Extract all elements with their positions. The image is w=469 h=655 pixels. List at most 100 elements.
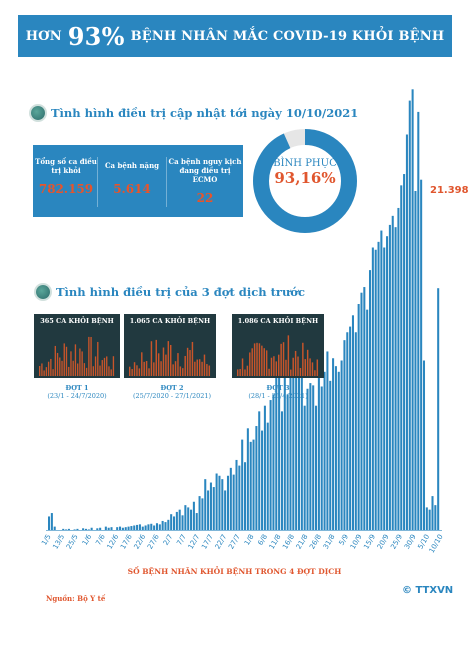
bar xyxy=(246,428,249,530)
bar xyxy=(53,526,56,530)
bar xyxy=(147,524,150,530)
bar xyxy=(289,354,292,530)
bar xyxy=(420,179,423,530)
bar xyxy=(400,185,403,530)
bar xyxy=(428,509,431,530)
wave3-label: ĐỢT 3 (28/1 - 26/4/2021) xyxy=(232,384,324,400)
wave-name: ĐỢT 3 xyxy=(266,384,290,392)
donut-center: BÌNH PHỤC 93,16% xyxy=(265,158,345,187)
x-tick-label: 12/7 xyxy=(187,533,202,551)
header-percent: 93% xyxy=(67,21,125,51)
bar xyxy=(346,332,349,530)
bar xyxy=(272,394,275,530)
bar xyxy=(405,134,408,530)
bar xyxy=(221,479,224,530)
bar xyxy=(422,360,426,530)
stat-severe: Ca bệnh nặng 5.614 xyxy=(99,145,165,217)
stats-box: Tổng số ca điều trị khỏi 782.159 Ca bệnh… xyxy=(33,145,243,217)
bar xyxy=(161,520,164,530)
bar xyxy=(278,366,281,530)
x-tick-label: 22/6 xyxy=(133,533,148,551)
bar xyxy=(312,385,315,530)
bar xyxy=(394,227,397,530)
bar xyxy=(255,426,258,530)
bar xyxy=(377,241,380,530)
wave-name: ĐỢT 2 xyxy=(160,384,184,392)
bar xyxy=(434,505,437,530)
bar xyxy=(153,525,156,530)
bar xyxy=(383,247,386,530)
bar xyxy=(119,526,122,530)
stat-label: Ca bệnh nặng xyxy=(104,161,160,170)
bar xyxy=(263,405,266,530)
bar xyxy=(232,474,235,530)
x-tick-label: 12/6 xyxy=(106,533,121,551)
x-tick-label: 7/6 xyxy=(94,533,107,547)
bar xyxy=(150,523,153,530)
wave-range: (23/1 - 24/7/2020) xyxy=(47,392,107,400)
bar xyxy=(366,309,369,530)
bar xyxy=(65,529,68,530)
bar xyxy=(241,439,244,530)
bar xyxy=(408,100,411,530)
bar xyxy=(326,351,329,530)
bar xyxy=(337,371,340,530)
bar xyxy=(158,524,161,530)
bar xyxy=(280,411,283,530)
section1-header: Tình hình điều trị cập nhật tới ngày 10/… xyxy=(31,106,358,120)
virus-icon xyxy=(31,106,45,120)
bar xyxy=(141,526,144,530)
bar xyxy=(360,292,363,530)
x-tick-label: 1/6 xyxy=(81,533,94,547)
bar xyxy=(50,513,53,530)
bar xyxy=(252,439,255,530)
bar xyxy=(244,462,247,530)
x-tick-label: 25/5 xyxy=(65,533,80,551)
header-post: BỆNH NHÂN MẮC COVID-19 KHỎI BỆNH xyxy=(130,28,445,44)
bar xyxy=(121,527,124,530)
x-tick-label: 10/10 xyxy=(428,533,445,554)
x-tick-label: 17/6 xyxy=(119,533,134,551)
bar xyxy=(172,516,176,530)
donut-value: 93,16% xyxy=(274,169,336,187)
bar xyxy=(275,377,278,530)
bar xyxy=(329,380,332,530)
stat-value: 5.614 xyxy=(113,182,151,196)
bar xyxy=(292,360,295,530)
x-tick-label: 2/7 xyxy=(162,533,175,547)
bar xyxy=(201,498,204,530)
x-tick-label: 21/8 xyxy=(295,533,310,551)
last-value-label: 21.398 xyxy=(430,185,469,196)
x-tick-label: 1/5 xyxy=(40,533,53,547)
wave-range: (28/1 - 26/4/2021) xyxy=(248,392,308,400)
chart-title: SỐ BỆNH NHÂN KHỎI BỆNH TRONG 4 ĐỢT DỊCH xyxy=(127,567,342,576)
bar xyxy=(371,247,374,530)
ttxvn-logo: © TTXVN xyxy=(402,585,454,596)
bar xyxy=(207,490,210,530)
bar xyxy=(170,514,173,530)
bar xyxy=(374,249,377,530)
x-tick-label: 27/7 xyxy=(227,533,242,551)
stat-label: Tổng số ca điều trị khỏi xyxy=(35,157,97,175)
wave-box-title: 1.065 CA KHỎI BỆNH xyxy=(129,317,211,325)
bar xyxy=(124,527,127,530)
bar xyxy=(138,524,141,530)
bar xyxy=(144,525,147,530)
x-tick-label: 10/9 xyxy=(349,533,364,551)
wave1-box: 365 CA KHỎI BỆNH xyxy=(34,314,120,378)
bar xyxy=(258,411,261,530)
x-tick-label: 13/5 xyxy=(51,533,66,551)
bar xyxy=(127,526,130,530)
bar xyxy=(363,287,366,530)
divider xyxy=(166,157,167,207)
bar xyxy=(351,315,354,530)
x-tick-label: 27/6 xyxy=(146,533,161,551)
source-text: Nguồn: Bộ Y tế xyxy=(46,594,106,603)
bar xyxy=(238,465,241,530)
stat-value: 782.159 xyxy=(38,182,94,196)
wave-range: (25/7/2020 - 27/1/2021) xyxy=(132,392,212,400)
x-tick-label: 31/8 xyxy=(322,533,337,551)
bar xyxy=(306,388,309,530)
bar xyxy=(297,362,301,530)
